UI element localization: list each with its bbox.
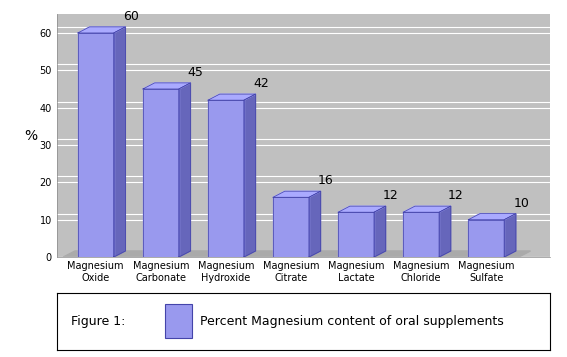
Text: 10: 10	[513, 197, 529, 210]
Polygon shape	[63, 251, 531, 257]
Polygon shape	[504, 213, 516, 257]
Polygon shape	[78, 33, 113, 257]
Polygon shape	[439, 206, 451, 257]
Polygon shape	[273, 191, 320, 197]
Polygon shape	[338, 212, 374, 257]
Text: 12: 12	[383, 190, 399, 202]
Y-axis label: %: %	[24, 129, 37, 143]
Polygon shape	[273, 197, 309, 257]
Polygon shape	[179, 83, 191, 257]
Polygon shape	[143, 89, 179, 257]
Polygon shape	[78, 27, 125, 33]
Text: 45: 45	[188, 66, 204, 79]
Polygon shape	[403, 206, 451, 212]
Polygon shape	[338, 206, 386, 212]
Text: Figure 1:: Figure 1:	[71, 315, 126, 328]
Polygon shape	[208, 100, 244, 257]
Polygon shape	[113, 27, 125, 257]
Polygon shape	[403, 212, 439, 257]
Polygon shape	[374, 206, 386, 257]
Text: 16: 16	[318, 175, 334, 187]
Text: 60: 60	[122, 10, 138, 23]
Polygon shape	[309, 191, 320, 257]
Polygon shape	[143, 83, 191, 89]
Polygon shape	[468, 213, 516, 220]
Polygon shape	[468, 220, 504, 257]
Text: Percent Magnesium content of oral supplements: Percent Magnesium content of oral supple…	[200, 315, 503, 328]
Bar	[165, 304, 192, 338]
Polygon shape	[244, 94, 256, 257]
Text: 12: 12	[448, 190, 464, 202]
Text: 42: 42	[253, 77, 269, 90]
Polygon shape	[208, 94, 256, 100]
